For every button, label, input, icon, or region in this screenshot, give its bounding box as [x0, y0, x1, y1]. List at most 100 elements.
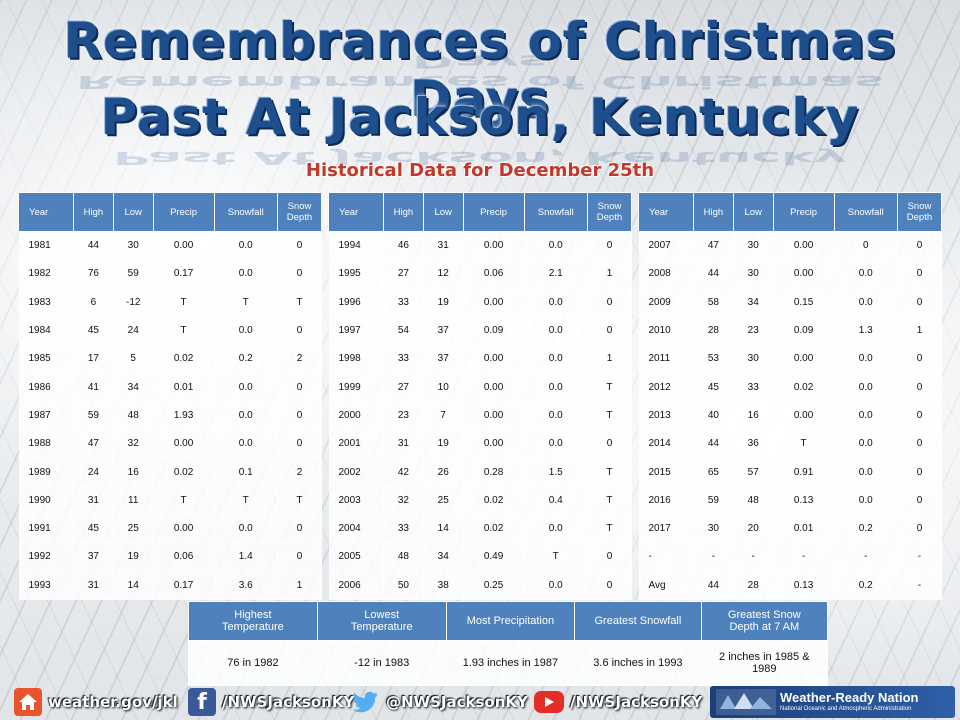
- column-header-year: Year: [638, 192, 694, 232]
- summary-header-text: Greatest Snowfall: [594, 615, 682, 627]
- summary-value-snowdepth: 2 inches in 1985 & 1989: [700, 640, 829, 686]
- table-cell: 1994: [328, 231, 384, 261]
- table-cell: 0.02: [153, 344, 215, 374]
- summary-table: Highest Temperature Lowest Temperature Mos…: [188, 601, 829, 686]
- table-cell: 0.0: [524, 571, 588, 600]
- table-row: 1984 45 24 T 0.0 0: [18, 316, 323, 346]
- table-cell: 1: [587, 259, 633, 289]
- table-cell: 0.02: [463, 514, 525, 544]
- table-row: Avg 44 28 0.13 0.2-: [638, 571, 943, 600]
- table-cell: 33: [733, 372, 774, 402]
- table-cell: 0.00: [463, 372, 525, 402]
- table-cell: 44: [73, 231, 114, 261]
- twitter-text: @NWSJacksonKY: [386, 693, 528, 711]
- table-cell: 2004: [328, 514, 384, 544]
- table-cell: Avg: [638, 571, 694, 600]
- table-cell: 0.01: [153, 372, 215, 402]
- twitter-link[interactable]: @NWSJacksonKY: [352, 684, 528, 720]
- table-cell: 0.0: [524, 288, 588, 317]
- table-cell: 0.0: [834, 429, 898, 459]
- table-cell: 16: [113, 457, 154, 487]
- table-cell: 28: [733, 571, 774, 600]
- table-cell: 0.0: [214, 316, 278, 346]
- summary-header-text: Lowest: [364, 609, 400, 621]
- table-cell: 1.3: [834, 316, 898, 346]
- table-cell: 2003: [328, 486, 384, 515]
- website-link[interactable]: weather.gov/jkl: [14, 684, 178, 720]
- weather-ready-nation-banner[interactable]: Weather-Ready Nation National Oceanic an…: [710, 686, 955, 718]
- table-cell: 2017: [638, 514, 694, 544]
- column-header-snow-depth: Snow Depth: [896, 192, 943, 232]
- table-row: 1986 41 34 0.01 0.0 0: [18, 372, 323, 402]
- youtube-link[interactable]: /NWSJacksonKY: [534, 684, 702, 720]
- table-cell: 31: [423, 231, 464, 261]
- table-cell: 0.02: [153, 457, 215, 487]
- table-cell: 53: [693, 344, 734, 374]
- table-cell: 36: [733, 429, 774, 459]
- table-cell: 1984: [18, 316, 74, 346]
- table-cell: 0.00: [153, 429, 215, 459]
- table-cell: 0.49: [463, 542, 525, 572]
- table-cell: 0: [897, 372, 943, 402]
- table-cell: 0.13: [773, 571, 835, 600]
- table-cell: 0.06: [463, 259, 525, 289]
- table-cell: 28: [693, 316, 734, 346]
- table-cell: 33: [383, 514, 424, 544]
- summary-value-lowest: -12 in 1983: [316, 640, 447, 686]
- table-cell: 1992: [18, 542, 74, 572]
- table-cell: 1.5: [524, 457, 588, 487]
- table-row: 2007 47 30 0.00 0 0: [638, 231, 943, 261]
- table-cell: 0: [587, 429, 633, 459]
- table-cell: 5: [113, 344, 154, 374]
- table-cell: 65: [693, 457, 734, 487]
- table-cell: 76: [73, 259, 114, 289]
- table-cell: T: [587, 514, 633, 544]
- table-cell: 7: [423, 401, 464, 431]
- table-cell: 2008: [638, 259, 694, 289]
- table-cell: 0.4: [524, 486, 588, 515]
- summary-header-text: Greatest Snow: [727, 609, 801, 621]
- table-cell: 30: [733, 259, 774, 289]
- table-cell: 0: [277, 372, 323, 402]
- table-cell: 25: [113, 514, 154, 544]
- table-cell: 3.6: [214, 571, 278, 600]
- table-cell: 0.0: [214, 514, 278, 544]
- table-row: 1989 24 16 0.02 0.1 2: [18, 457, 323, 487]
- table-row: 1997 54 37 0.09 0.0 0: [328, 316, 633, 346]
- table-cell: 2002: [328, 457, 384, 487]
- table-cell: 0.00: [773, 401, 835, 431]
- table-row: 1987 59 48 1.93 0.0 0: [18, 401, 323, 431]
- table-cell: 1: [277, 571, 323, 600]
- table-cell: 2005: [328, 542, 384, 572]
- table-cell: 45: [73, 316, 114, 346]
- table-cell: 1982: [18, 259, 74, 289]
- table-cell: 0.15: [773, 288, 835, 317]
- table-cell: -: [773, 542, 835, 572]
- table-cell: T: [153, 316, 215, 346]
- table-cell: 0.06: [153, 542, 215, 572]
- table-cell: 2: [277, 344, 323, 374]
- table-cell: 1981: [18, 231, 74, 261]
- table-row: 2014 44 36 T 0.0 0: [638, 429, 943, 459]
- table-cell: T: [524, 542, 588, 572]
- facebook-link[interactable]: f /NWSJacksonKY: [188, 684, 354, 720]
- table-cell: 0.91: [773, 457, 835, 487]
- table-cell: 2006: [328, 571, 384, 600]
- table-row: 1996 33 19 0.00 0.0 0: [328, 288, 633, 317]
- summary-header-text: Depth at 7 AM: [729, 621, 800, 633]
- table-cell: 59: [73, 401, 114, 431]
- table-cell: 33: [383, 288, 424, 317]
- table-cell: 2013: [638, 401, 694, 431]
- table-cell: 0: [277, 542, 323, 572]
- table-cell: 0.02: [463, 486, 525, 515]
- table-row: 1999 27 10 0.00 0.0 T: [328, 372, 633, 402]
- table-cell: 0: [897, 457, 943, 487]
- table-cell: T: [773, 429, 835, 459]
- table-cell: 32: [383, 486, 424, 515]
- table-cell: 1995: [328, 259, 384, 289]
- table-cell: 31: [73, 571, 114, 600]
- table-cell: 1999: [328, 372, 384, 402]
- table-cell: 0.01: [773, 514, 835, 544]
- table-cell: 0.2: [834, 514, 898, 544]
- table-row: 2001 31 19 0.00 0.0 0: [328, 429, 633, 459]
